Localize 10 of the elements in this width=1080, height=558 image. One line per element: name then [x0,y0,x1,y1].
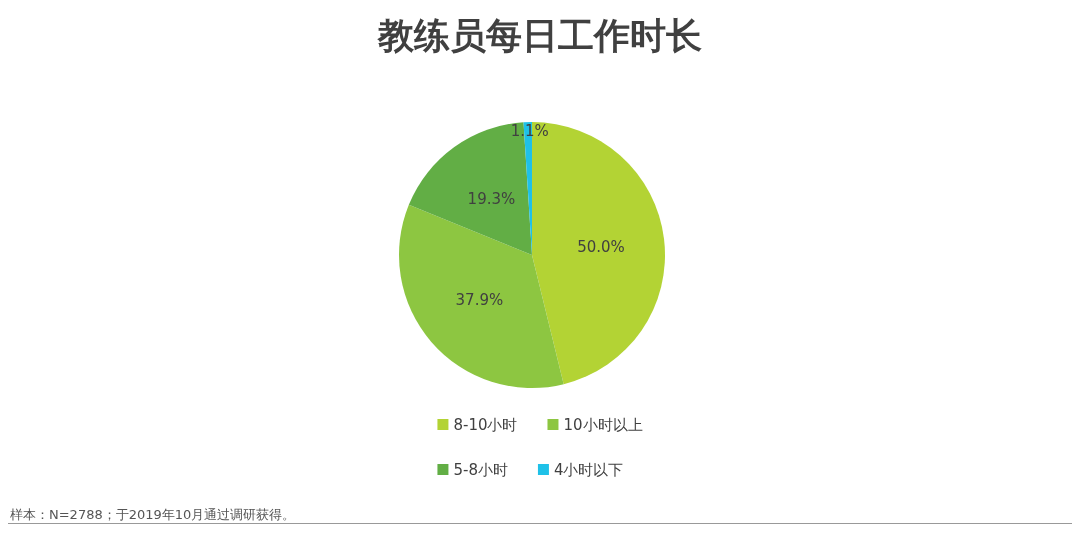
text: 样本：N=2788；于2019年10月通过调研获得。 [10,506,296,524]
data-label: 19.3% [467,189,516,208]
legend-label: 5-8小时 [453,460,508,479]
legend-label: 4小时以下 [553,460,624,479]
legend-label: 10小时以上 [563,415,643,434]
data-label: 1.1% [510,121,549,140]
chart-title: 教练员每日工作时长 [377,14,702,56]
data-label: 50.0% [577,237,625,256]
legend-label: 8-10小时 [453,415,518,434]
data-label: 37.9% [455,291,504,310]
